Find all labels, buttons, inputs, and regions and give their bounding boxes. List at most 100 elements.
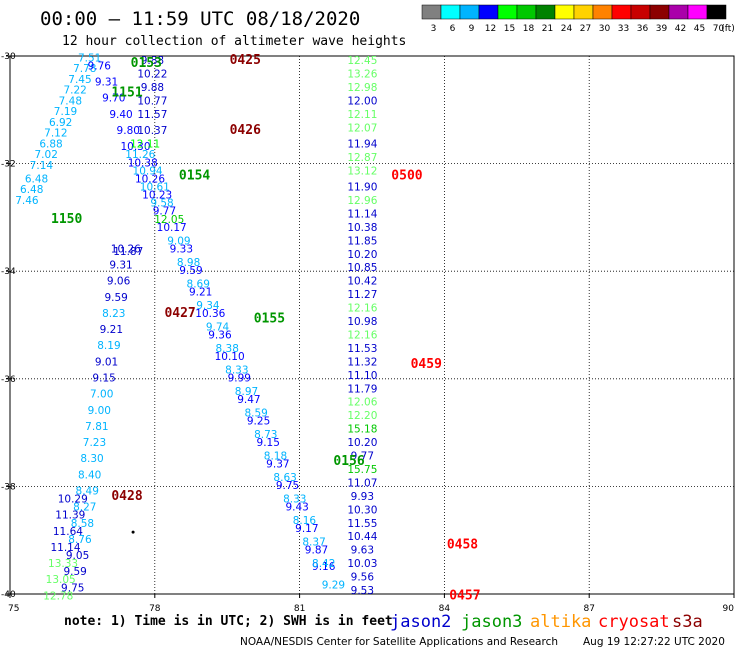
data-point-value: 10.30: [120, 141, 150, 153]
satellite-legend: jason2 jason3 altika cryosat s3a: [390, 612, 703, 632]
legend-label-45: 45: [694, 24, 705, 34]
data-point-value: 9.74: [206, 321, 230, 333]
data-point-value: 9.59: [63, 566, 86, 578]
data-point-value: 10.26: [111, 243, 141, 255]
legend-label-15: 15: [504, 24, 515, 34]
series-pass-1150: 7.466.486.487.147.026.887.126.927.197.48…: [15, 52, 101, 207]
data-point-value: 9.80: [117, 125, 140, 137]
time-label-0426: 0426: [230, 123, 261, 138]
y-tick-label: -36: [1, 375, 16, 385]
data-point-value: 11.39: [55, 510, 85, 522]
time-label-1151: 1151: [111, 85, 142, 100]
data-point-value: 8.69: [187, 278, 210, 290]
data-point-value: 9.58: [150, 198, 173, 210]
point-marker: [131, 530, 135, 534]
data-point-value: 15.18: [347, 424, 377, 436]
data-point-value: 8.18: [264, 451, 287, 463]
data-point-value: 8.37: [302, 537, 325, 549]
time-label-0427: 0427: [164, 306, 195, 321]
data-point-value: 9.76: [88, 60, 112, 72]
y-tick-label: -32: [1, 160, 16, 170]
y-tick-label: -30: [1, 52, 16, 62]
data-point-value: 10.20: [347, 437, 377, 449]
data-point-value: 11.85: [347, 235, 377, 247]
y-tick-label: -38: [1, 482, 16, 492]
data-point-value: 10.20: [347, 249, 377, 261]
legend-label-36: 36: [637, 24, 649, 34]
data-point-value: 9.75: [61, 582, 84, 594]
legend-label-12: 12: [485, 24, 496, 34]
data-point-value: 8.23: [102, 308, 125, 320]
data-point-value: 12.20: [347, 410, 377, 422]
time-label-0154: 0154: [179, 169, 210, 184]
data-point-value: 9.99: [228, 372, 251, 384]
legend-label-6: 6: [450, 24, 456, 34]
legend-label-27: 27: [580, 24, 591, 34]
data-point-value: 9.17: [295, 523, 318, 535]
time-label-1150: 1150: [51, 212, 82, 227]
data-point-value: 8.97: [235, 386, 258, 398]
data-point-value: 10.85: [347, 262, 377, 274]
data-point-value: 9.93: [351, 491, 374, 503]
data-point-value: 9.05: [66, 550, 89, 562]
data-point-value: 12.98: [347, 82, 377, 94]
data-point-value: 12.16: [347, 329, 377, 341]
data-point-value: 9.37: [266, 459, 289, 471]
chart-title: 00:00 – 11:59 UTC 08/18/2020: [40, 8, 360, 30]
series-pass-0427: 9.8810.229.8810.7711.5710.3712.1111.8710…: [61, 55, 167, 594]
legend-swatch-30: [592, 4, 613, 20]
satellite-label-cryosat: cryosat: [598, 612, 670, 632]
legend-swatch-36: [630, 4, 651, 20]
data-point-value: 11.57: [137, 109, 167, 121]
data-point-value: 8.76: [68, 534, 92, 546]
data-point-value: 13.26: [347, 69, 377, 81]
data-point-value: 11.79: [347, 383, 377, 395]
data-point-value: 10.37: [137, 125, 167, 137]
data-point-value: 7.48: [59, 95, 82, 107]
time-label-0459: 0459: [411, 357, 442, 372]
data-point-value: 9.40: [109, 109, 132, 121]
satellite-label-s3a: s3a: [672, 612, 703, 632]
data-point-value: 13.12: [347, 165, 377, 177]
x-tick-label: 84: [439, 604, 451, 614]
data-point-value: 12.78: [43, 590, 73, 602]
time-label-0458: 0458: [447, 537, 478, 552]
legend-swatch-42: [668, 4, 689, 20]
time-labels: 0153 0425 1151 0426 0154 0500 1150 0427 0155 0459…: [51, 53, 481, 603]
legend-swatch-70: [706, 4, 727, 20]
footer-timestamp: Aug 19 12:27:22 UTC 2020: [583, 636, 725, 648]
series-pass-0153: 9.76 9.31 9.70 9.40 9.80 10.30 10.38 10.26 10.23…: [88, 60, 336, 572]
legend-label-9: 9: [469, 24, 475, 34]
grid-lines: [10, 56, 734, 594]
data-point-value: 8.73: [254, 429, 277, 441]
legend-label-70: 70: [713, 24, 725, 34]
data-point-value: 9.16: [312, 561, 336, 573]
data-point-value: 9.59: [179, 265, 202, 277]
data-point-value: 9.21: [189, 286, 212, 298]
data-point-value: 7.78: [73, 63, 96, 75]
legend-label-24: 24: [561, 24, 573, 34]
legend-swatch-18: [516, 4, 537, 20]
data-point-value: 12.96: [347, 195, 377, 207]
data-point-value: 10.94: [133, 165, 163, 177]
data-point-value: 9.77: [351, 451, 374, 463]
data-point-value: 8.27: [73, 502, 96, 514]
data-point-value: 9.00: [88, 405, 111, 417]
data-point-value: 9.15: [92, 372, 115, 384]
data-point-value: 8.38: [216, 343, 239, 355]
data-point-value: 11.55: [347, 518, 377, 530]
x-tick-label: 78: [149, 604, 161, 614]
legend-label-30: 30: [599, 24, 611, 34]
time-label-0457: 0457: [449, 588, 480, 603]
data-point-value: 9.34: [196, 300, 220, 312]
data-point-value: 7.19: [54, 106, 77, 118]
data-point-value: 10.23: [142, 190, 172, 202]
data-point-value: 8.33: [283, 494, 306, 506]
footer-note: note: 1) Time is in UTC; 2) SWH is in fe…: [64, 614, 393, 629]
legend-swatch-27: [573, 4, 594, 20]
data-point-value: 9.25: [247, 416, 270, 428]
legend-unit-label: (ft): [721, 24, 735, 34]
legend-label-42: 42: [675, 24, 686, 34]
